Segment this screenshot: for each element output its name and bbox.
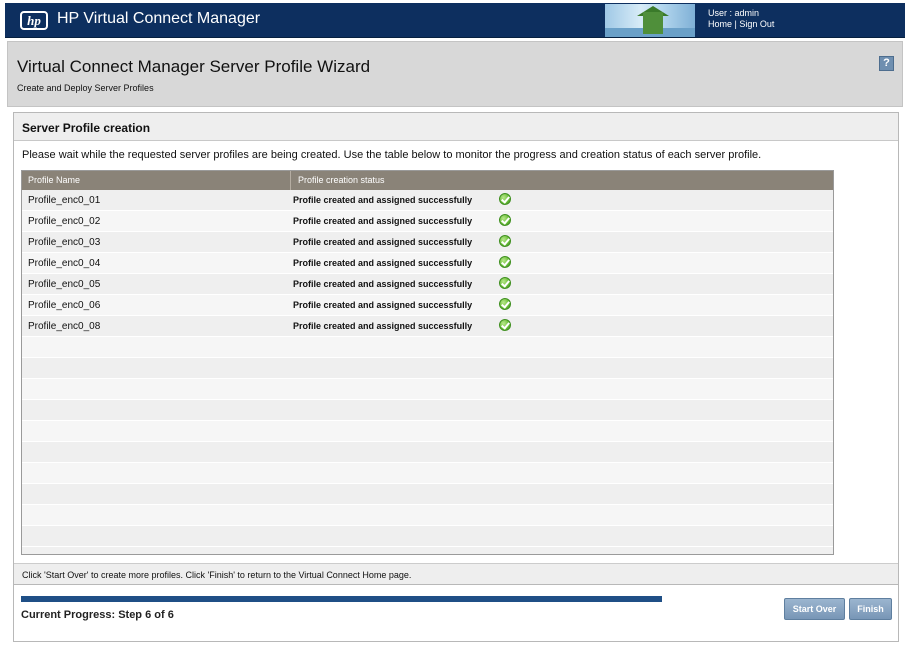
profile-name-cell: Profile_enc0_06 bbox=[28, 300, 101, 311]
panel-title: Server Profile creation bbox=[22, 121, 151, 135]
progress-section bbox=[13, 585, 899, 642]
empty-table-row bbox=[22, 421, 833, 442]
instruction-text: Please wait while the requested server p… bbox=[22, 149, 762, 161]
progress-label: Current Progress: Step 6 of 6 bbox=[21, 609, 174, 621]
app-title: HP Virtual Connect Manager bbox=[57, 10, 261, 27]
top-bar: hp HP Virtual Connect Manager User : adm… bbox=[5, 3, 905, 38]
footer-note: Click 'Start Over' to create more profil… bbox=[14, 563, 898, 584]
table-row: Profile_enc0_03 Profile created and assig… bbox=[22, 232, 833, 253]
finish-button[interactable]: Finish bbox=[849, 598, 892, 620]
table-row: Profile_enc0_01 Profile created and assig… bbox=[22, 190, 833, 211]
profile-name-cell: Profile_enc0_03 bbox=[28, 237, 101, 248]
banner-image bbox=[605, 4, 695, 37]
profile-name-cell: Profile_enc0_01 bbox=[28, 195, 101, 206]
check-circle-icon bbox=[499, 193, 511, 205]
empty-table-row bbox=[22, 463, 833, 484]
empty-table-row bbox=[22, 484, 833, 505]
profile-status-cell: Profile created and assigned successfull… bbox=[293, 195, 473, 205]
sign-out-link[interactable]: Sign Out bbox=[739, 19, 775, 29]
profile-name-cell: Profile_enc0_08 bbox=[28, 321, 101, 332]
table-header: Profile Name Profile creation status bbox=[22, 171, 833, 190]
table-row: Profile_enc0_06 Profile created and assig… bbox=[22, 295, 833, 316]
profile-status-table: Profile Name Profile creation status Pro… bbox=[21, 170, 834, 555]
profile-creation-panel: Server Profile creation Please wait whil… bbox=[13, 112, 899, 585]
check-circle-icon bbox=[499, 214, 511, 226]
progress-fill bbox=[21, 596, 662, 602]
link-separator: | bbox=[734, 19, 737, 29]
wizard-header: Virtual Connect Manager Server Profile W… bbox=[7, 41, 903, 107]
page-subtitle: Create and Deploy Server Profiles bbox=[17, 83, 154, 93]
check-circle-icon bbox=[499, 319, 511, 331]
profile-name-cell: Profile_enc0_02 bbox=[28, 216, 101, 227]
footer-note-text: Click 'Start Over' to create more profil… bbox=[22, 570, 412, 580]
panel-header: Server Profile creation bbox=[14, 113, 898, 141]
page-title: Virtual Connect Manager Server Profile W… bbox=[17, 57, 371, 76]
home-link[interactable]: Home bbox=[708, 19, 733, 29]
table-row: Profile_enc0_02 Profile created and assig… bbox=[22, 211, 833, 232]
table-row: Profile_enc0_08 Profile created and assig… bbox=[22, 316, 833, 337]
profile-status-cell: Profile created and assigned successfull… bbox=[293, 258, 473, 268]
table-row: Profile_enc0_05 Profile created and assig… bbox=[22, 274, 833, 295]
check-circle-icon bbox=[499, 277, 511, 289]
profile-status-cell: Profile created and assigned successfull… bbox=[293, 321, 473, 331]
profile-status-cell: Profile created and assigned successfull… bbox=[293, 216, 473, 226]
start-over-button[interactable]: Start Over bbox=[784, 598, 845, 620]
profile-status-cell: Profile created and assigned successfull… bbox=[293, 237, 473, 247]
empty-table-row bbox=[22, 505, 833, 526]
empty-table-row bbox=[22, 358, 833, 379]
user-info: User : admin Home | Sign Out bbox=[708, 8, 774, 30]
check-circle-icon bbox=[499, 256, 511, 268]
column-header-status[interactable]: Profile creation status bbox=[298, 175, 385, 185]
empty-table-row bbox=[22, 337, 833, 358]
user-label: User : admin bbox=[708, 8, 760, 18]
profile-name-cell: Profile_enc0_05 bbox=[28, 279, 101, 290]
empty-table-row bbox=[22, 379, 833, 400]
table-body: Profile_enc0_01 Profile created and assig… bbox=[22, 190, 833, 547]
hp-logo: hp bbox=[20, 11, 48, 30]
table-row: Profile_enc0_04 Profile created and assig… bbox=[22, 253, 833, 274]
progress-bar bbox=[21, 596, 662, 602]
help-icon[interactable]: ? bbox=[879, 56, 894, 71]
profile-status-cell: Profile created and assigned successfull… bbox=[293, 300, 473, 310]
profile-name-cell: Profile_enc0_04 bbox=[28, 258, 101, 269]
empty-table-row bbox=[22, 526, 833, 547]
check-circle-icon bbox=[499, 298, 511, 310]
column-header-profile-name[interactable]: Profile Name bbox=[28, 175, 81, 185]
profile-status-cell: Profile created and assigned successfull… bbox=[293, 279, 473, 289]
check-circle-icon bbox=[499, 235, 511, 247]
empty-table-row bbox=[22, 442, 833, 463]
empty-table-row bbox=[22, 400, 833, 421]
